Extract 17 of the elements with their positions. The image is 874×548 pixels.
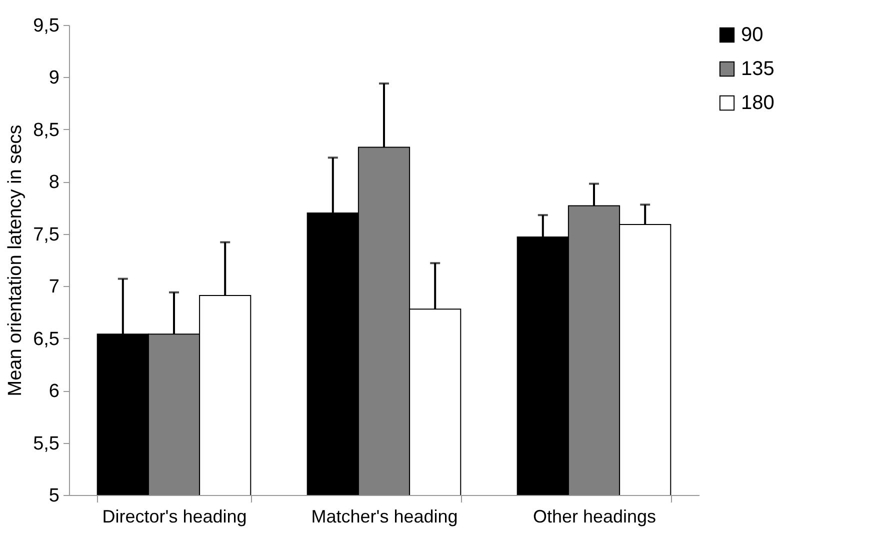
y-tick-label: 9,5 [33, 16, 60, 36]
y-tick-label: 5 [48, 486, 60, 506]
x-tick-label: Other headings [532, 506, 656, 526]
legend-label: 135 [741, 58, 774, 80]
x-tick-label: Director's heading [102, 506, 247, 526]
y-tick-label: 7 [48, 276, 60, 298]
y-tick-label: 5,5 [33, 433, 60, 454]
y-tick-label: 8 [48, 172, 60, 194]
legend-label: 180 [741, 92, 774, 114]
y-tick-label: 6 [48, 381, 60, 402]
y-tick-label: 6,5 [33, 328, 60, 350]
x-tick-label: Matcher's heading [311, 506, 458, 526]
y-tick-label: 8,5 [33, 120, 60, 141]
legend-label: 90 [741, 24, 764, 46]
y-axis-title: Mean orientation latency in secs [5, 124, 26, 396]
y-tick-label: 9 [48, 68, 60, 89]
y-tick-label: 7,5 [33, 224, 60, 246]
